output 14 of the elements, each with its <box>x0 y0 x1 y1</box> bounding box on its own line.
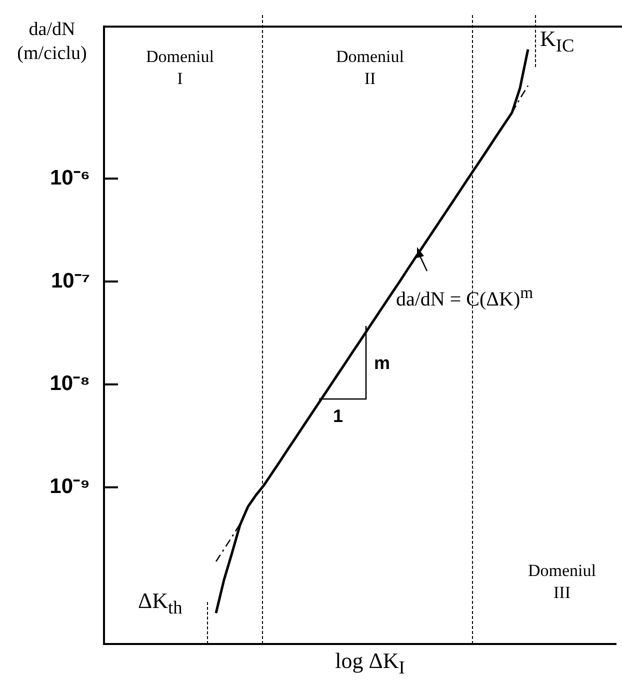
x-axis-title: log ΔK$_{I}$ <box>334 648 406 678</box>
annotation: 1 <box>333 405 344 427</box>
y-tick-label: 10⁻⁷ <box>50 269 90 292</box>
annotation: Domeniul I <box>145 46 215 90</box>
y-axis-title: da/dN (m/ciclu) <box>16 18 88 66</box>
annotation: Domeniul III <box>527 560 597 604</box>
y-tick-label: 10⁻⁸ <box>50 372 90 396</box>
y-tick-label: 10⁻⁹ <box>50 475 90 498</box>
annotation: Domeniul II <box>335 46 405 90</box>
annotation: da/dN = C(ΔK)$^{m}$ <box>396 282 534 311</box>
annotation: K$_{IC}$ <box>540 26 574 56</box>
annotation: ΔK$_{th}$ <box>138 588 182 618</box>
annotation: m <box>374 352 390 374</box>
y-tick-label: 10⁻⁶ <box>50 166 90 190</box>
